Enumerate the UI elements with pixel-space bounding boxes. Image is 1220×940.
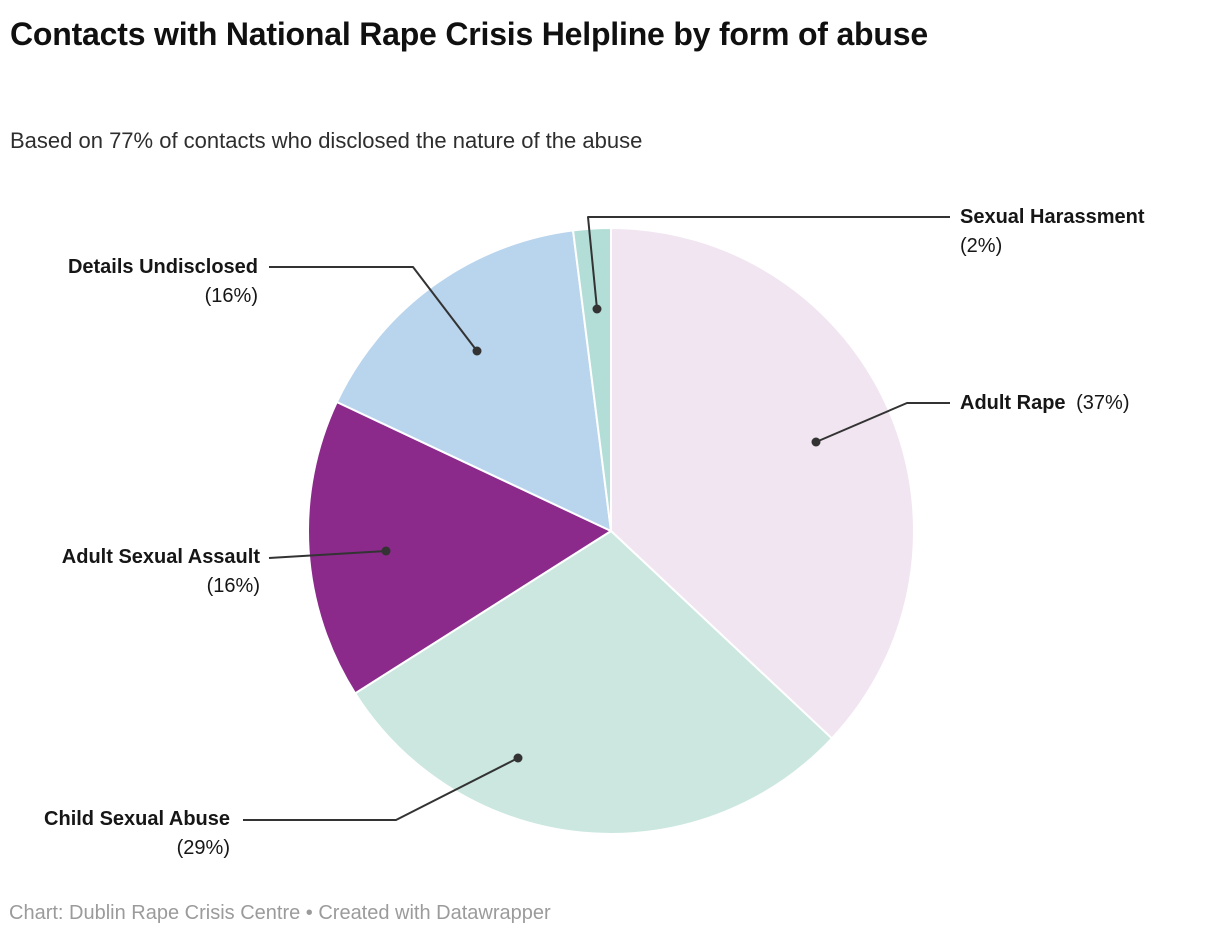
slice-label-pct: (16%) xyxy=(206,575,260,597)
leader-line-child-sexual-abuse xyxy=(243,757,519,821)
slice-label-name: Child Sexual Abuse xyxy=(44,808,230,830)
slice-label-pct: (29%) xyxy=(176,837,230,859)
slice-label-name: Adult Rape xyxy=(960,392,1066,414)
leader-dot-adult-rape xyxy=(811,437,821,447)
leader-dot-sexual-harassment xyxy=(592,304,602,314)
slice-label-pct: (2%) xyxy=(960,235,1003,257)
pie-slice-details-undisclosed[interactable] xyxy=(335,229,612,532)
chart-footer: Chart: Dublin Rape Crisis Centre • Creat… xyxy=(9,902,551,924)
leader-line-adult-sexual-assault xyxy=(268,550,387,559)
pie-slice-adult-sexual-assault[interactable] xyxy=(307,400,612,695)
slice-label-name: Details Undisclosed xyxy=(67,256,258,278)
pie-slice-sexual-harassment[interactable] xyxy=(572,227,612,532)
chart-title: Contacts with National Rape Crisis Helpl… xyxy=(10,16,928,52)
leader-line-sexual-harassment xyxy=(587,216,950,310)
label-child-sexual-abuse: Child Sexual Abuse (29%) xyxy=(0,805,230,863)
leader-lines xyxy=(243,216,950,821)
leader-line-adult-rape xyxy=(815,402,950,443)
leader-dot-adult-sexual-assault xyxy=(381,546,391,556)
label-sexual-harassment: Sexual Harassment (2%) xyxy=(960,203,1145,261)
slice-label-pct: (37%) xyxy=(1076,392,1130,414)
slice-label-name: Sexual Harassment xyxy=(960,206,1145,228)
slice-label-pct: (16%) xyxy=(204,285,258,307)
label-adult-sexual-assault: Adult Sexual Assault (16%) xyxy=(0,543,260,601)
leader-dot-details-undisclosed xyxy=(472,346,482,356)
leader-line-details-undisclosed xyxy=(269,266,478,352)
leader-dot-child-sexual-abuse xyxy=(513,753,523,763)
slice-label-name: Adult Sexual Assault xyxy=(61,546,260,568)
pie-slice-child-sexual-abuse[interactable] xyxy=(354,530,833,835)
pie-slices xyxy=(307,227,916,835)
label-adult-rape: Adult Rape (37%) xyxy=(960,389,1129,418)
label-details-undisclosed: Details Undisclosed (16%) xyxy=(0,253,258,311)
chart-subtitle: Based on 77% of contacts who disclosed t… xyxy=(10,128,643,153)
